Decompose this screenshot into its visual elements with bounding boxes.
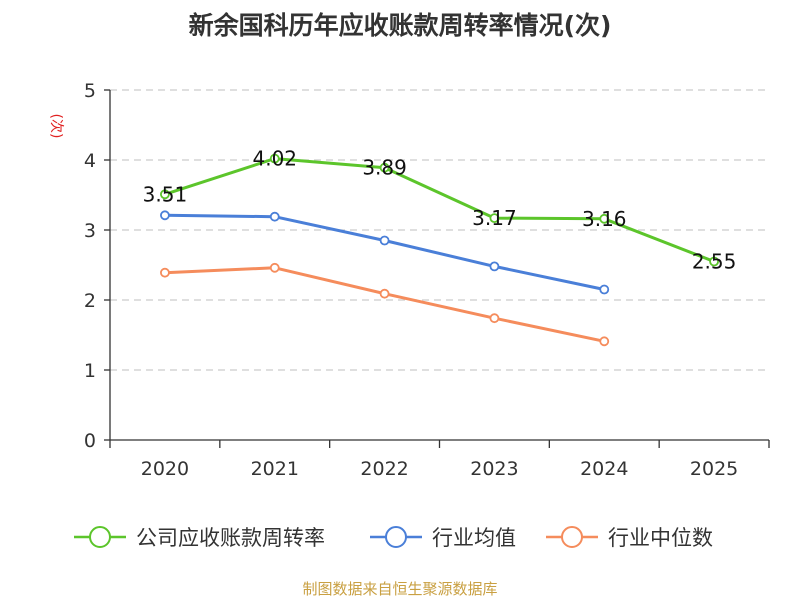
y-tick-label: 2 (84, 290, 96, 312)
series-line (164, 266, 605, 343)
data-point[interactable] (269, 211, 280, 222)
data-point[interactable] (379, 235, 390, 246)
legend-marker (385, 526, 407, 548)
x-tick-label: 2020 (141, 458, 189, 480)
data-point[interactable] (489, 261, 500, 272)
x-tick-label: 2022 (360, 458, 408, 480)
y-tick-label: 5 (84, 80, 96, 102)
legend-label: 公司应收账款周转率 (136, 526, 325, 550)
x-tick-label: 2024 (580, 458, 628, 480)
x-tick-label: 2023 (470, 458, 518, 480)
data-point[interactable] (489, 213, 500, 224)
y-axis-unit-label: (次) (48, 114, 64, 139)
legend-label: 行业中位数 (608, 526, 713, 550)
data-point[interactable] (599, 213, 610, 224)
legend-marker (89, 526, 111, 548)
y-tick-label: 4 (84, 150, 96, 172)
data-point[interactable] (269, 262, 280, 273)
series-line (164, 157, 715, 263)
data-label: 3.17 (472, 206, 517, 230)
source-note: 制图数据来自恒生聚源数据库 (302, 580, 498, 598)
grid-lines (110, 89, 769, 371)
data-point[interactable] (160, 267, 170, 278)
data-point[interactable] (160, 210, 170, 221)
legend-label: 行业均值 (432, 526, 516, 550)
y-tick-label: 0 (84, 430, 96, 452)
legend-item[interactable]: 行业中位数 (546, 526, 713, 550)
x-tick-label: 2025 (690, 458, 738, 480)
data-point[interactable] (160, 189, 170, 200)
series (160, 153, 719, 347)
data-point[interactable] (709, 256, 719, 267)
data-label: 2.55 (692, 250, 737, 274)
data-point[interactable] (269, 153, 280, 164)
y-tick-label: 1 (84, 360, 96, 382)
series-line (164, 213, 605, 291)
data-point[interactable] (599, 284, 610, 295)
data-label: 4.02 (252, 147, 297, 171)
axes: 0 1 2 3 4 5 2020 2021 2022 2023 2024 2025 (84, 80, 770, 480)
data-point[interactable] (379, 288, 390, 299)
data-point[interactable] (599, 336, 610, 347)
chart-title: 新余国科历年应收账款周转率情况(次) (188, 11, 612, 40)
data-label: 3.16 (582, 207, 627, 231)
legend-item[interactable]: 行业均值 (370, 526, 516, 550)
data-point[interactable] (379, 162, 390, 173)
legend-marker (561, 526, 583, 548)
x-tick-label: 2021 (251, 458, 299, 480)
y-tick-label: 3 (84, 220, 96, 242)
legend: 公司应收账款周转率 行业均值 行业中位数 (74, 526, 713, 550)
data-label: 3.51 (143, 182, 188, 206)
data-point[interactable] (489, 313, 500, 324)
legend-item[interactable]: 公司应收账款周转率 (74, 526, 325, 550)
data-label: 3.89 (362, 156, 407, 180)
data-labels: 3.51 4.02 3.89 3.17 3.16 2.55 (143, 147, 737, 274)
